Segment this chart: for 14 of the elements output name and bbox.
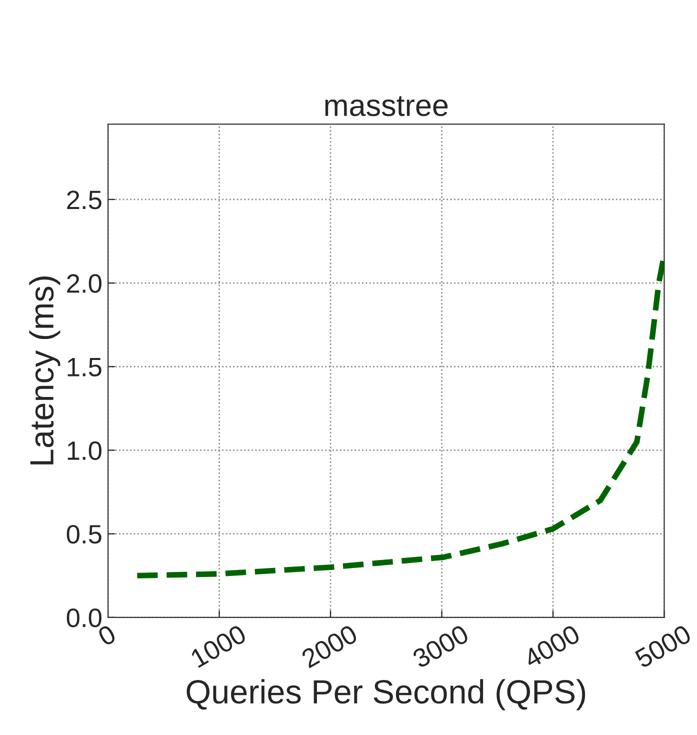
x-tick-label: 2000 bbox=[300, 624, 359, 668]
x-tick-label: 3000 bbox=[411, 624, 470, 669]
y-tick-label: 2.0 bbox=[67, 274, 102, 293]
y-tick-label: 0.0 bbox=[66, 608, 102, 628]
x-tick-label: 5000 bbox=[634, 624, 692, 669]
y-tick-label: 1.0 bbox=[68, 441, 102, 460]
x-tick-label: 4000 bbox=[522, 624, 582, 669]
y-tick-label: 2.5 bbox=[67, 190, 102, 210]
x-tick-label: 1000 bbox=[190, 624, 248, 668]
chart-title: masstree bbox=[325, 96, 448, 116]
y-tick-label: 0.5 bbox=[66, 524, 102, 544]
y-tick-label: 1.5 bbox=[68, 358, 102, 376]
y-axis-title: Latency (ms) bbox=[29, 276, 60, 464]
x-axis-title: Queries Per Second (QPS) bbox=[186, 679, 586, 710]
